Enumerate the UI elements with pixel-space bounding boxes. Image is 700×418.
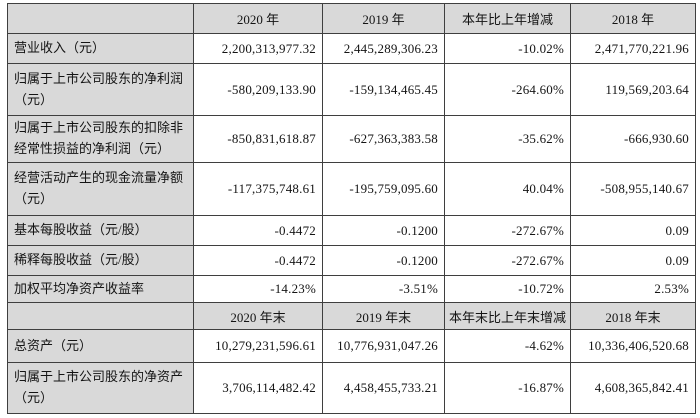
period-end-header-row: 2020 年末 2019 年末 本年末比上年末增减 2018 年末 xyxy=(7,302,696,330)
value-cell-2018: -508,955,140.67 xyxy=(570,162,696,216)
row-label-cell: 归属于上市公司股东的净利润（元） xyxy=(7,63,194,116)
value-cell-2019: -0.1200 xyxy=(322,215,445,246)
table-row-basic-eps: 基本每股收益（元/股） -0.4472 -0.1200 -272.67% 0.0… xyxy=(7,215,696,246)
table-row-total-assets: 总资产（元） 10,279,231,596.61 10,776,931,047.… xyxy=(7,329,696,363)
value-cell-change: -272.67% xyxy=(444,215,571,246)
financial-table: 2020 年 2019 年 本年比上年增减 2018 年 营业收入（元） 2,2… xyxy=(7,3,696,414)
header-2019: 2019 年 xyxy=(322,3,445,34)
value-cell-2018: 4,608,365,842.41 xyxy=(570,362,696,414)
value-cell-change: 40.04% xyxy=(444,162,571,216)
value-cell-2019: -627,363,383.58 xyxy=(322,115,445,163)
value-cell-2018: 10,336,406,520.68 xyxy=(570,329,696,363)
header-2020: 2020 年 xyxy=(193,3,323,34)
value-cell-change: -264.60% xyxy=(444,63,571,116)
period-header-row: 2020 年 2019 年 本年比上年增减 2018 年 xyxy=(7,3,696,34)
table-row-net-assets: 归属于上市公司股东的净资产（元） 3,706,114,482.42 4,458,… xyxy=(7,362,696,414)
value-cell-2020: -117,375,748.61 xyxy=(193,162,323,216)
value-cell-2019: 4,458,455,733.21 xyxy=(322,362,445,414)
value-cell-2019: -159,134,465.45 xyxy=(322,63,445,116)
row-label-cell: 基本每股收益（元/股） xyxy=(7,215,194,246)
value-cell-2018: 2.53% xyxy=(570,275,696,303)
header-yoy-change: 本年比上年增减 xyxy=(444,3,571,34)
value-cell-change: -4.62% xyxy=(444,329,571,363)
row-label-cell: 归属于上市公司股东的净资产（元） xyxy=(7,362,194,414)
header-2020-end: 2020 年末 xyxy=(193,302,323,330)
row-label-cell: 归属于上市公司股东的扣除非经常性损益的净利润（元） xyxy=(7,115,194,163)
value-cell-2019: -3.51% xyxy=(322,275,445,303)
value-cell-2020: -850,831,618.87 xyxy=(193,115,323,163)
value-cell-change: -16.87% xyxy=(444,362,571,414)
header-blank-cell xyxy=(7,3,194,34)
value-cell-2020: 2,200,313,977.32 xyxy=(193,33,323,64)
row-label-cell: 经营活动产生的现金流量净额（元） xyxy=(7,162,194,216)
value-cell-2018: -666,930.60 xyxy=(570,115,696,163)
value-cell-change: -35.62% xyxy=(444,115,571,163)
header-blank-cell xyxy=(7,302,194,330)
value-cell-2020: 3,706,114,482.42 xyxy=(193,362,323,414)
value-cell-2019: 10,776,931,047.26 xyxy=(322,329,445,363)
value-cell-2019: -195,759,095.60 xyxy=(322,162,445,216)
value-cell-2018: 0.09 xyxy=(570,215,696,246)
value-cell-2018: 0.09 xyxy=(570,245,696,276)
financial-summary-table: 2020 年 2019 年 本年比上年增减 2018 年 营业收入（元） 2,2… xyxy=(7,3,696,414)
value-cell-change: -10.72% xyxy=(444,275,571,303)
header-2019-end: 2019 年末 xyxy=(322,302,445,330)
value-cell-2020: 10,279,231,596.61 xyxy=(193,329,323,363)
table-row-operating-cash-flow: 经营活动产生的现金流量净额（元） -117,375,748.61 -195,75… xyxy=(7,162,696,216)
value-cell-2019: -0.1200 xyxy=(322,245,445,276)
table-row-revenue: 营业收入（元） 2,200,313,977.32 2,445,289,306.2… xyxy=(7,33,696,64)
header-2018-end: 2018 年末 xyxy=(570,302,696,330)
value-cell-2018: 2,471,770,221.96 xyxy=(570,33,696,64)
row-label-cell: 稀释每股收益（元/股） xyxy=(7,245,194,276)
header-yoy-end-change: 本年末比上年末增减 xyxy=(444,302,571,330)
value-cell-change: -272.67% xyxy=(444,245,571,276)
value-cell-2020: -14.23% xyxy=(193,275,323,303)
row-label-cell: 加权平均净资产收益率 xyxy=(7,275,194,303)
row-label-cell: 总资产（元） xyxy=(7,329,194,363)
row-label-cell: 营业收入（元） xyxy=(7,33,194,64)
table-row-weighted-avg-roe: 加权平均净资产收益率 -14.23% -3.51% -10.72% 2.53% xyxy=(7,275,696,303)
value-cell-2020: -0.4472 xyxy=(193,215,323,246)
value-cell-2020: -580,209,133.90 xyxy=(193,63,323,116)
table-row-net-profit-excl-nonrecurring: 归属于上市公司股东的扣除非经常性损益的净利润（元） -850,831,618.8… xyxy=(7,115,696,163)
table-row-diluted-eps: 稀释每股收益（元/股） -0.4472 -0.1200 -272.67% 0.0… xyxy=(7,245,696,276)
header-2018: 2018 年 xyxy=(570,3,696,34)
value-cell-2018: 119,569,203.64 xyxy=(570,63,696,116)
table-row-net-profit: 归属于上市公司股东的净利润（元） -580,209,133.90 -159,13… xyxy=(7,63,696,116)
value-cell-2020: -0.4472 xyxy=(193,245,323,276)
value-cell-2019: 2,445,289,306.23 xyxy=(322,33,445,64)
value-cell-change: -10.02% xyxy=(444,33,571,64)
